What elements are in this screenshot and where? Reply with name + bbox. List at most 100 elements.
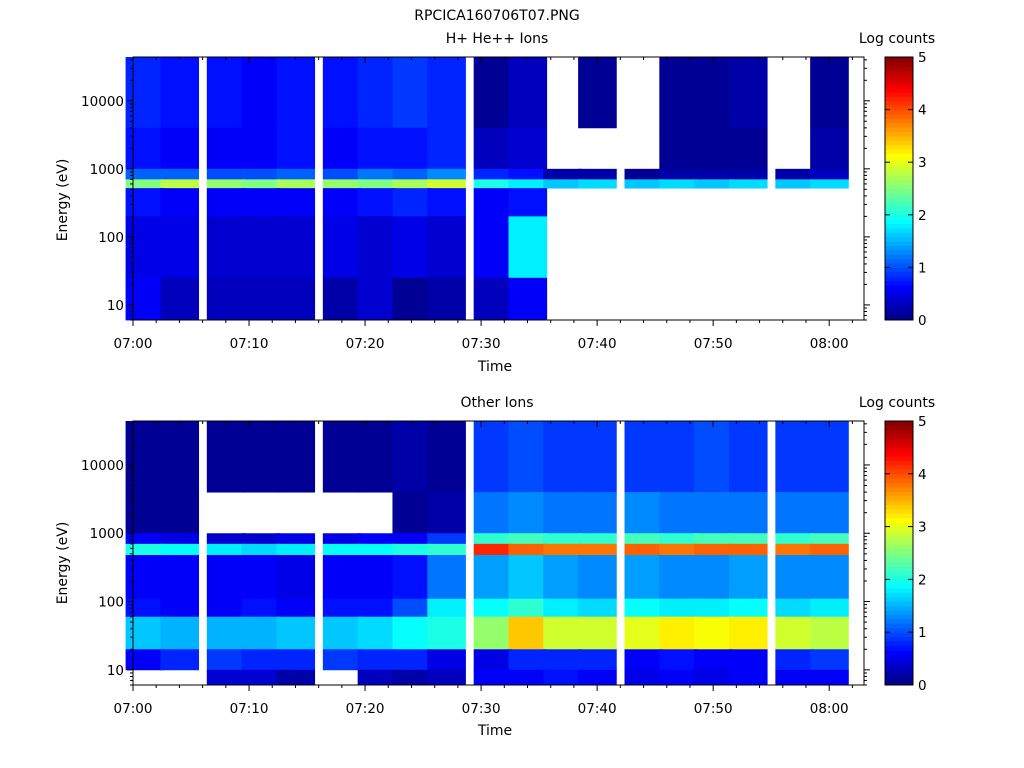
heatmap-cell [473,277,513,321]
colorbar-segment [885,561,913,567]
heatmap-cell [728,57,768,129]
heatmap-cell [624,168,664,180]
heatmap-cell [473,179,513,189]
panel-1-frame [132,56,865,321]
colorbar-segment [885,632,913,638]
heatmap-cell [694,649,733,671]
heatmap-cell [775,179,814,189]
heatmap-cell [427,598,466,618]
heatmap-cell [508,57,548,129]
colorbar-frame [884,420,914,686]
heatmap-cell [508,533,548,545]
colorbar-tick-label: 0 [918,678,927,694]
heatmap-cell [392,492,432,534]
colorbar-segment [885,671,913,677]
heatmap-cell [508,277,548,321]
heatmap-cell [392,616,432,650]
heatmap-cell [473,168,513,180]
heatmap-cell [508,127,548,170]
heatmap-cell [392,533,432,545]
heatmap-cell [508,179,548,189]
colorbar-segment [885,583,913,589]
heatmap-cell [357,543,397,556]
panel-1-axes: 07:00 07:10 07:20 07:30 07:40 07:50 08:00 10 100… [81,57,870,352]
colorbar-segment [885,522,913,528]
colorbar-segment [885,61,913,67]
heatmap-cell [241,179,281,189]
heatmap-cell [473,421,513,493]
heatmap-cell [357,598,397,618]
heatmap-cell [543,649,582,671]
heatmap-cell [543,492,582,534]
colorbar-segment [885,421,913,426]
panel-2-ylabel: Energy (eV) [55,522,71,605]
heatmap-cell [775,616,814,650]
heatmap-cell [241,57,281,129]
colorbar-segment [885,636,913,642]
heatmap-cell [322,179,362,189]
heatmap-cell [206,533,246,545]
heatmap-cell [392,277,432,321]
colorbar-segment [885,249,913,255]
colorbar-segment [885,232,913,238]
heatmap-cell [160,555,200,600]
colorbar-segment [885,517,913,523]
colorbar-segment [885,645,913,651]
colorbar-segment [885,170,913,176]
colorbar-segment [885,276,913,282]
heatmap-cell [543,543,582,556]
heatmap-cell [206,649,246,671]
colorbar-tick-label: 3 [918,520,927,536]
panel-2-title: Other Ions [460,395,533,411]
heatmap-cell [160,216,200,279]
heatmap-cell [392,127,432,170]
heatmap-cell [473,188,513,217]
heatmap-cell [357,421,397,493]
heatmap-cell [276,598,316,618]
colorbar-segment [885,570,913,576]
heatmap-cell [160,649,200,671]
heatmap-cell [392,555,432,600]
heatmap-cell [392,543,432,556]
heatmap-cell [392,216,432,279]
colorbar-segment [885,271,913,277]
colorbar-segment [885,619,913,624]
heatmap-cell [427,555,466,600]
heatmap-cell [694,127,733,170]
heatmap-cell [624,616,664,650]
heatmap-cell [276,127,316,170]
heatmap-cell [659,533,698,545]
colorbar-segment [885,557,913,563]
heatmap-cell [624,533,664,545]
heatmap-cell [322,57,362,129]
colorbar-segment [885,153,913,159]
colorbar-segment [885,478,913,484]
colorbar-segment [885,641,913,646]
heatmap-cell [357,127,397,170]
colorbar-segment [885,465,913,470]
heatmap-cell [357,216,397,279]
heatmap-cell [543,533,582,545]
heatmap-cell [241,277,281,321]
heatmap-cell [659,616,698,650]
colorbar-segment [885,460,913,466]
colorbar-segment [885,57,913,62]
heatmap-cell [624,543,664,556]
panel-2-colorbar-title: Log counts [859,395,935,411]
heatmap-cell [357,168,397,180]
heatmap-cell [508,421,548,493]
panel-1-heatmap: H+ He++ Ions 07:00 07:10 07:20 07:30 07:40 07… [55,31,935,375]
heatmap-cell [659,57,698,129]
heatmap-cell [578,669,617,686]
colorbar-segment [885,127,913,133]
heatmap-cell [659,669,698,686]
panel-2-heatmap: Other Ions 07:00 07:10 07:20 07:30 07:40 07:5… [55,395,935,739]
heatmap-cell [543,669,582,686]
colorbar-tick-label: 0 [918,313,927,329]
heatmap-cell [473,616,513,650]
colorbar-segment [885,306,913,312]
x-tick-label: 07:10 [230,336,269,352]
heatmap-cell [624,669,664,686]
heatmap-cell [322,616,362,650]
colorbar-frame [884,56,914,321]
